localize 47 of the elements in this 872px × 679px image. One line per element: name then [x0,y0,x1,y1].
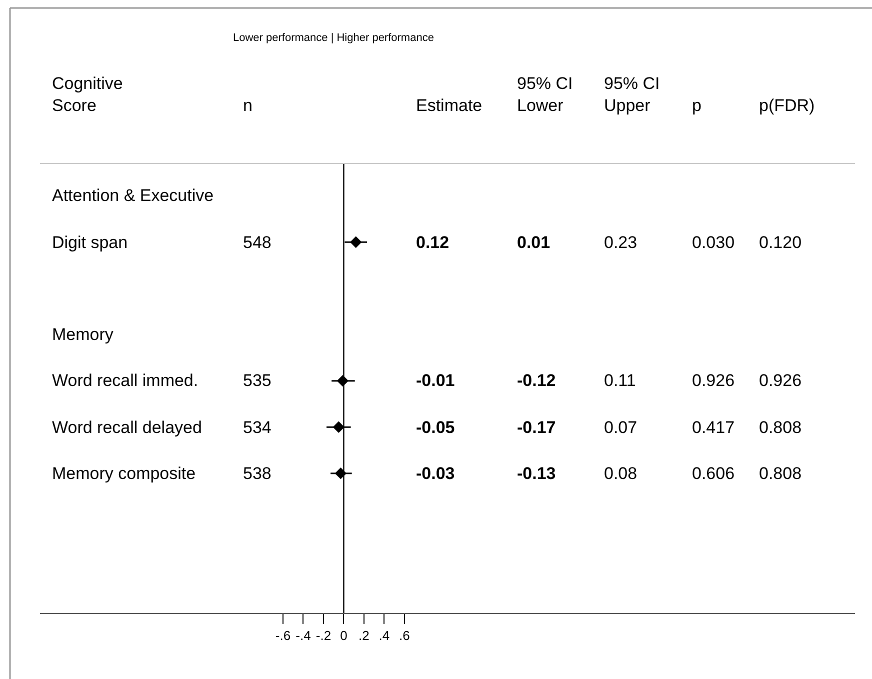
annotation: -0.12 [517,371,556,390]
annotation: 538 [243,464,272,483]
annotation: 0.11 [604,371,636,390]
annotation: 0.01 [517,233,550,252]
annotation: 0.12 [416,233,450,252]
annotation: 0.926 [692,371,735,390]
x-tick-label: .4 [378,628,390,643]
x-tick-label: .2 [358,628,370,643]
annotation: -0.17 [517,418,556,437]
x-tick-label: 0 [340,628,348,643]
x-tick-label: -.6 [275,628,291,643]
x-tick-label: .6 [399,628,410,643]
annotation: -0.05 [416,418,455,437]
annotation: -0.01 [416,371,455,390]
annotation: -0.03 [416,464,455,483]
text: Cognitive Score [52,74,123,116]
annotation: 0.23 [604,233,638,252]
annotation: 534 [243,418,272,437]
point [350,236,362,248]
x-tick-label: -.2 [316,628,332,643]
annotation: 0.926 [759,371,802,390]
annotation: 548 [243,233,272,252]
annotation: 0.030 [692,233,735,252]
annotation: 0.08 [604,464,638,483]
annotation: 0.07 [604,418,638,437]
y-tick-label: Word recall immed. [52,371,198,390]
annotation: -0.13 [517,464,556,483]
y-tick-label: Word recall delayed [52,418,202,437]
annotation: 0.808 [759,418,802,437]
annotation: 0.120 [759,233,802,252]
text: 95% CI Upper [604,74,660,116]
text: n [243,96,252,115]
x-tick-label: -.4 [296,628,311,643]
text: Estimate [416,96,482,115]
annotation: 535 [243,371,272,390]
annotation: 0.417 [692,418,735,437]
y-tick-label: Attention & Executive [52,186,214,205]
chart-title: Lower performance | Higher performance [233,32,434,44]
text: 95% CI Lower [517,74,573,116]
y-tick-label: Memory [52,325,114,344]
point [332,421,345,433]
text: p(FDR) [759,96,815,115]
y-tick-label: Digit span [52,233,128,252]
y-tick-label: Memory composite [52,464,196,483]
annotation: 0.606 [692,464,735,483]
annotation: 0.808 [759,464,802,483]
text: p [692,96,702,115]
